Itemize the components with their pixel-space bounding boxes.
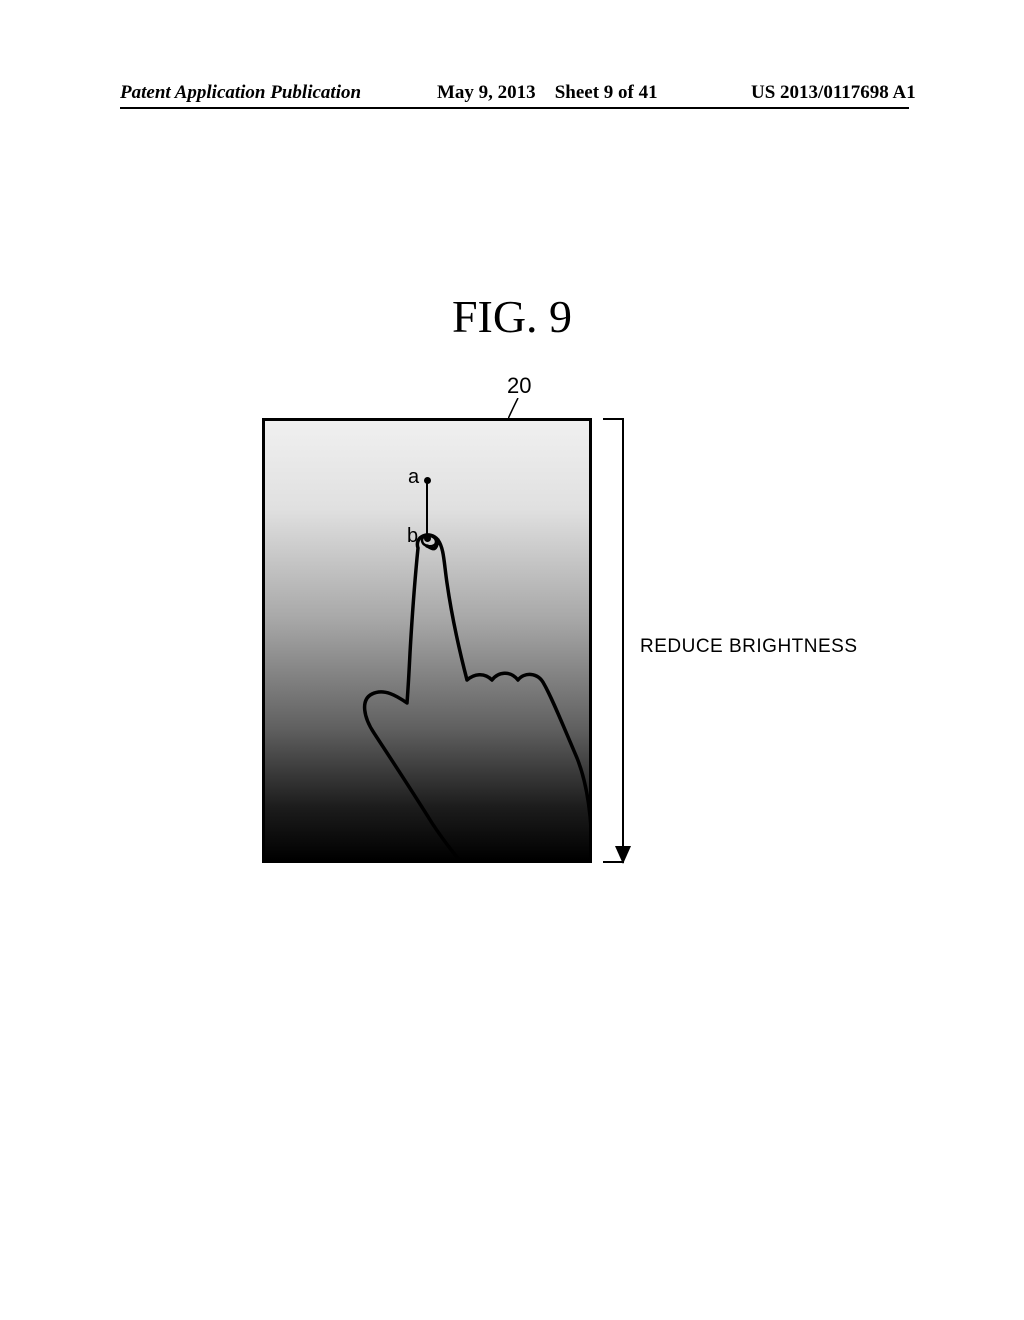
arrow-head-icon [615,846,631,864]
header-sheet: Sheet 9 of 41 [555,82,658,103]
header-rule [120,107,909,109]
point-a-label: a [408,466,419,489]
point-b-label: b [407,525,418,548]
page: Patent Application Publication May 9, 20… [0,0,1024,1320]
arrow-top-tick [603,418,623,420]
point-a-dot [424,477,431,484]
side-label: REDUCE BRIGHTNESS [640,636,858,658]
reference-number-20: 20 [507,373,531,399]
point-b-dot [424,535,431,542]
drag-line-ab [262,418,592,863]
arrow-shaft [622,418,624,863]
header-publication-type: Patent Application Publication [120,82,361,104]
header-pub-number: US 2013/0117698 A1 [751,82,916,104]
header-date-sheet: May 9, 2013 Sheet 9 of 41 [437,82,658,104]
brightness-arrow [603,418,625,863]
header-date: May 9, 2013 [437,82,536,103]
figure-title: FIG. 9 [0,290,1024,343]
